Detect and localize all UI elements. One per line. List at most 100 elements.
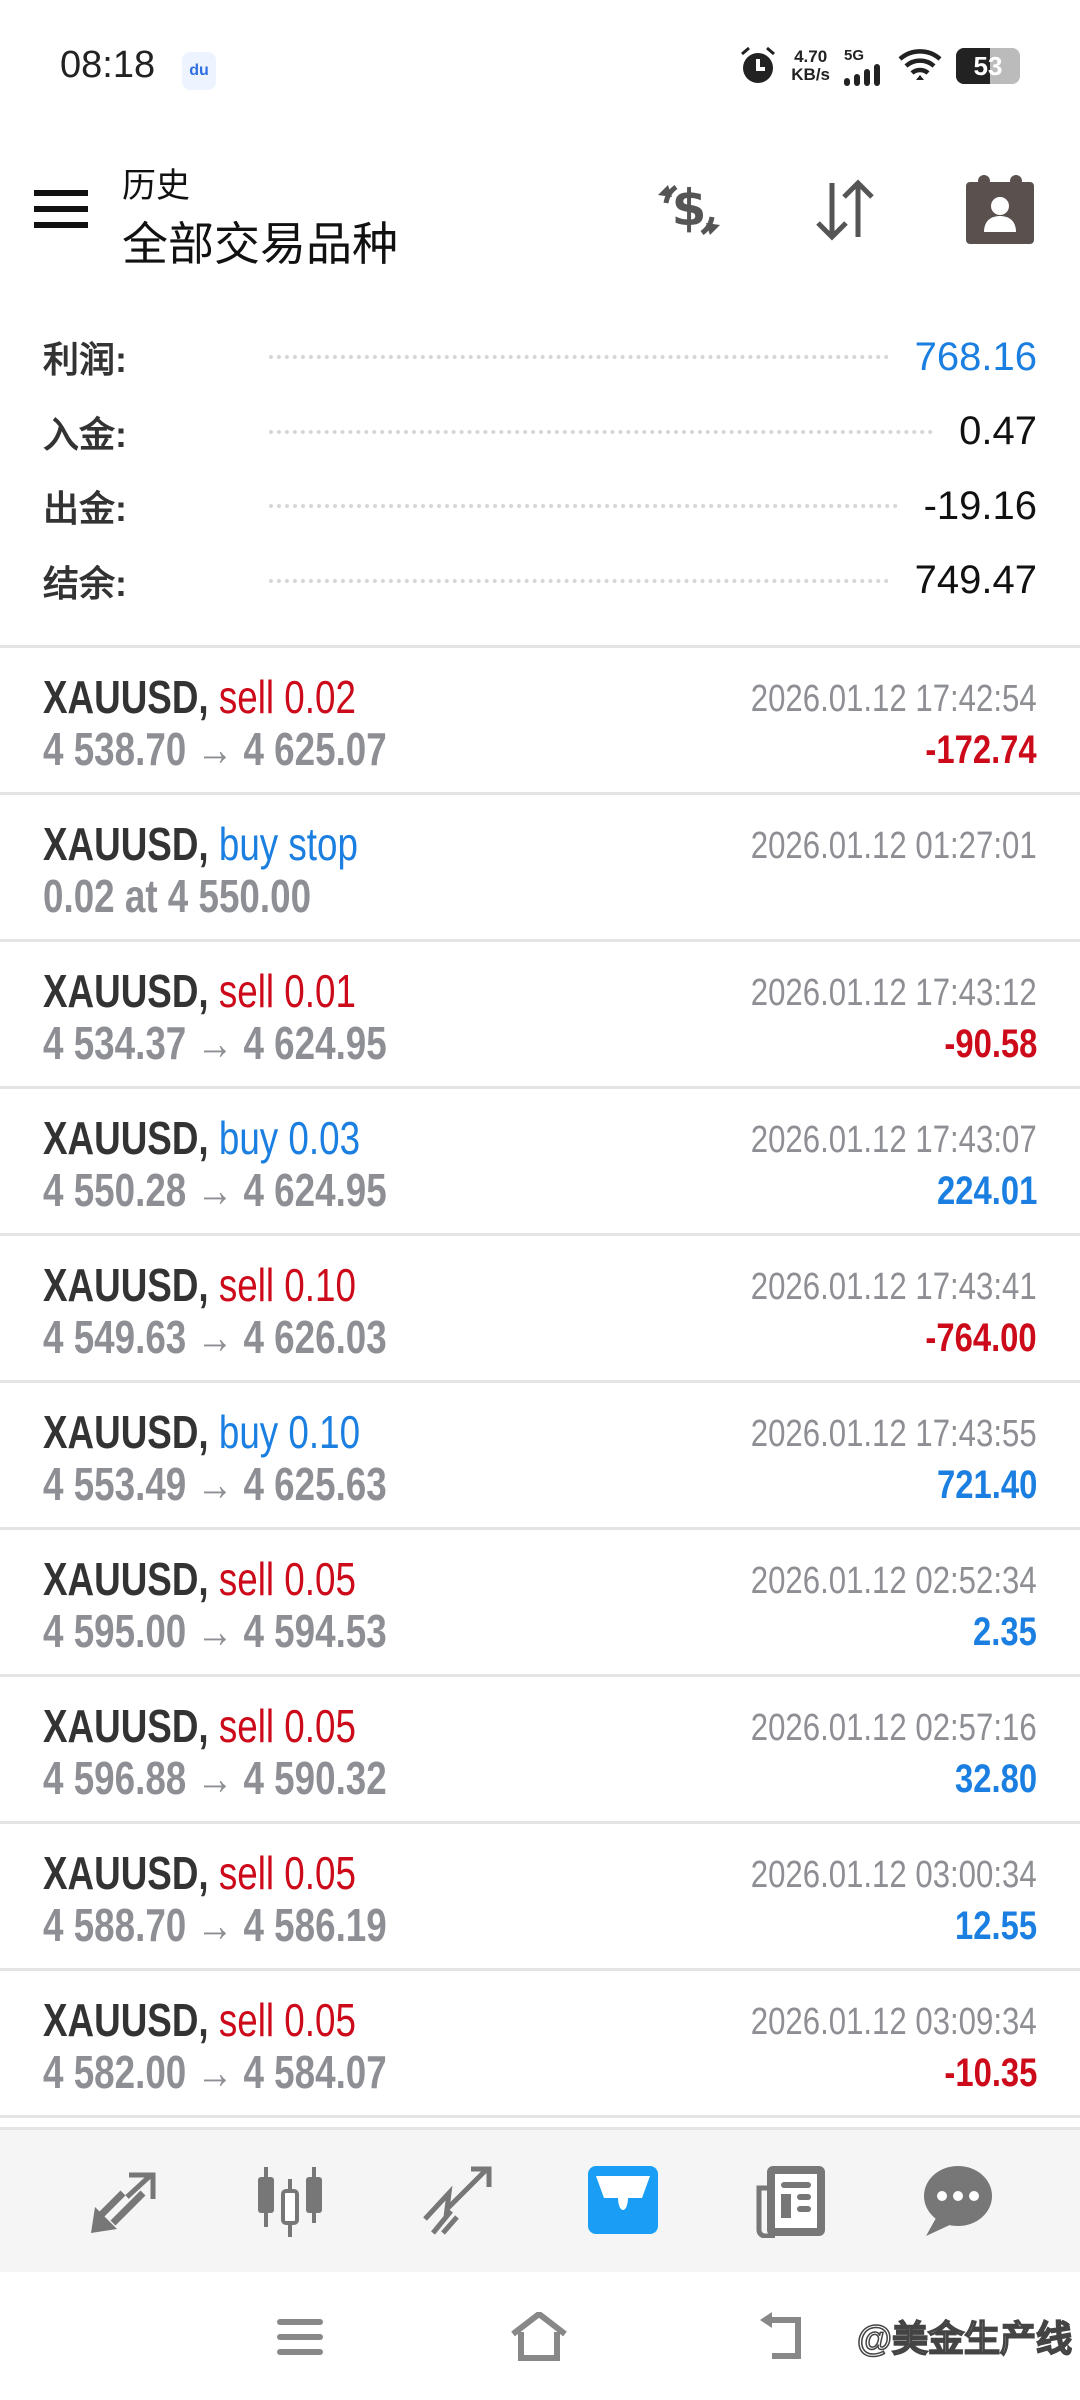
trade-history-list: XAUUSD, sell 0.02 4 538.70 → 4 625.07 20…: [0, 645, 1080, 2118]
trade-action: sell 0.10: [218, 1259, 356, 1311]
trade-row[interactable]: XAUUSD, sell 0.05 4 582.00 → 4 584.07 20…: [0, 1971, 1080, 2118]
summary-panel: 利润: 768.16 入金: 0.47 出金: -19.16 结余: 749.47: [0, 320, 1080, 618]
trade-prices: 4 582.00 → 4 584.07: [43, 2046, 387, 2098]
page-subtitle: 历史: [122, 167, 190, 205]
summary-deposit: 入金: 0.47: [0, 395, 1080, 470]
trade-title: XAUUSD, buy stop: [43, 817, 358, 871]
trade-prices: 4 534.37 → 4 624.95: [43, 1017, 387, 1069]
trade-time: 2026.01.12 17:43:55: [751, 1413, 1037, 1455]
summary-label: 入金:: [43, 413, 127, 455]
page-title[interactable]: 全部交易品种: [122, 218, 398, 270]
baidu-icon: du: [182, 52, 216, 90]
trade-action: sell 0.05: [218, 1700, 356, 1752]
trade-time: 2026.01.12 01:27:01: [751, 825, 1037, 867]
trade-profit: -90.58: [943, 1022, 1037, 1066]
system-navigation-bar: @美金生产线: [0, 2272, 1080, 2400]
trade-action: sell 0.01: [218, 965, 356, 1017]
trade-symbol: XAUUSD,: [43, 1112, 209, 1164]
trade-profit: 721.40: [936, 1463, 1037, 1507]
trade-title: XAUUSD, sell 0.01: [43, 964, 356, 1018]
status-bar: 08:18 du 4.70 KB/s 5G 53: [0, 0, 1080, 140]
summary-withdrawal: 出金: -19.16: [0, 469, 1080, 544]
trade-profit: -172.74: [925, 728, 1037, 772]
quotes-icon[interactable]: [83, 2161, 163, 2241]
summary-label: 出金:: [43, 488, 127, 530]
trade-action: sell 0.05: [218, 1553, 356, 1605]
news-icon[interactable]: [750, 2161, 830, 2241]
back-icon[interactable]: [748, 2302, 818, 2372]
trade-symbol: XAUUSD,: [43, 1406, 209, 1458]
trade-icon[interactable]: [417, 2161, 497, 2241]
trade-row[interactable]: XAUUSD, sell 0.05 4 595.00 → 4 594.53 20…: [0, 1530, 1080, 1677]
currency-exchange-icon[interactable]: $: [649, 170, 729, 250]
trade-profit: 224.01: [936, 1169, 1037, 1213]
trade-row[interactable]: XAUUSD, sell 0.02 4 538.70 → 4 625.07 20…: [0, 648, 1080, 795]
trade-row[interactable]: XAUUSD, sell 0.10 4 549.63 → 4 626.03 20…: [0, 1236, 1080, 1383]
trade-title: XAUUSD, buy 0.03: [43, 1111, 360, 1165]
battery-level: 53: [973, 51, 1003, 81]
trade-time: 2026.01.12 17:43:07: [751, 1119, 1037, 1161]
battery-icon: 53: [956, 48, 1020, 84]
summary-label: 利润:: [43, 339, 127, 381]
trade-row[interactable]: XAUUSD, buy 0.03 4 550.28 → 4 624.95 202…: [0, 1089, 1080, 1236]
trade-action: sell 0.02: [218, 671, 356, 723]
chat-icon[interactable]: [917, 2161, 997, 2241]
trade-profit: -10.35: [943, 2051, 1037, 2095]
trade-prices: 0.02 at 4 550.00: [43, 870, 312, 922]
trade-profit: 2.35: [973, 1610, 1037, 1654]
trade-time: 2026.01.12 17:43:41: [751, 1266, 1037, 1308]
trade-profit: -764.00: [925, 1316, 1037, 1360]
trade-title: XAUUSD, sell 0.02: [43, 670, 356, 724]
trade-symbol: XAUUSD,: [43, 1700, 209, 1752]
watermark: @美金生产线: [856, 2317, 1073, 2360]
trade-time: 2026.01.12 02:52:34: [751, 1560, 1037, 1602]
trade-row[interactable]: XAUUSD, sell 0.01 4 534.37 → 4 624.95 20…: [0, 942, 1080, 1089]
summary-label: 结余:: [43, 562, 127, 604]
history-inbox-icon[interactable]: [583, 2161, 663, 2241]
chart-icon[interactable]: [250, 2161, 330, 2241]
signal-icon: 5G: [844, 47, 884, 86]
trade-time: 2026.01.12 17:42:54: [751, 678, 1037, 720]
trade-title: XAUUSD, sell 0.05: [43, 1552, 356, 1606]
trade-profit: 12.55: [954, 1904, 1037, 1948]
trade-symbol: XAUUSD,: [43, 965, 209, 1017]
status-time: 08:18: [60, 44, 156, 86]
trade-prices: 4 549.63 → 4 626.03: [43, 1311, 387, 1363]
trade-symbol: XAUUSD,: [43, 818, 209, 870]
alarm-icon: [741, 46, 776, 83]
trade-title: XAUUSD, sell 0.05: [43, 1846, 356, 1900]
net-speed-unit: KB/s: [791, 65, 830, 84]
trade-prices: 4 596.88 → 4 590.32: [43, 1752, 387, 1804]
trade-time: 2026.01.12 02:57:16: [751, 1707, 1037, 1749]
trade-symbol: XAUUSD,: [43, 671, 209, 723]
summary-value: 0.47: [959, 409, 1037, 454]
summary-value: -19.16: [923, 483, 1037, 528]
trade-prices: 4 588.70 → 4 586.19: [43, 1899, 387, 1951]
recent-apps-icon[interactable]: [265, 2302, 335, 2372]
summary-value: 749.47: [914, 558, 1037, 603]
trade-row[interactable]: XAUUSD, sell 0.05 4 588.70 → 4 586.19 20…: [0, 1824, 1080, 1971]
summary-profit: 利润: 768.16: [0, 320, 1080, 395]
trade-symbol: XAUUSD,: [43, 1553, 209, 1605]
trade-title: XAUUSD, sell 0.05: [43, 1699, 356, 1753]
bottom-navigation: [0, 2127, 1080, 2272]
svg-text:$: $: [672, 179, 707, 237]
trade-prices: 4 550.28 → 4 624.95: [43, 1164, 387, 1216]
trade-action: sell 0.05: [218, 1847, 356, 1899]
trade-time: 2026.01.12 17:43:12: [751, 972, 1037, 1014]
contacts-calendar-icon[interactable]: [960, 170, 1040, 250]
trade-symbol: XAUUSD,: [43, 1847, 209, 1899]
sort-icon[interactable]: [805, 170, 885, 250]
trade-row[interactable]: XAUUSD, sell 0.05 4 596.88 → 4 590.32 20…: [0, 1677, 1080, 1824]
home-icon[interactable]: [504, 2302, 574, 2372]
net-speed-value: 4.70: [794, 47, 828, 66]
trade-title: XAUUSD, sell 0.10: [43, 1258, 356, 1312]
trade-action: buy 0.03: [218, 1112, 361, 1164]
trade-row[interactable]: XAUUSD, buy 0.10 4 553.49 → 4 625.63 202…: [0, 1383, 1080, 1530]
menu-icon[interactable]: [34, 190, 88, 228]
trade-row[interactable]: XAUUSD, buy stop 0.02 at 4 550.00 2026.0…: [0, 795, 1080, 942]
network-type: 5G: [844, 46, 865, 64]
trade-prices: 4 553.49 → 4 625.63: [43, 1458, 387, 1510]
trade-time: 2026.01.12 03:00:34: [751, 1854, 1037, 1896]
trade-prices: 4 595.00 → 4 594.53: [43, 1605, 387, 1657]
